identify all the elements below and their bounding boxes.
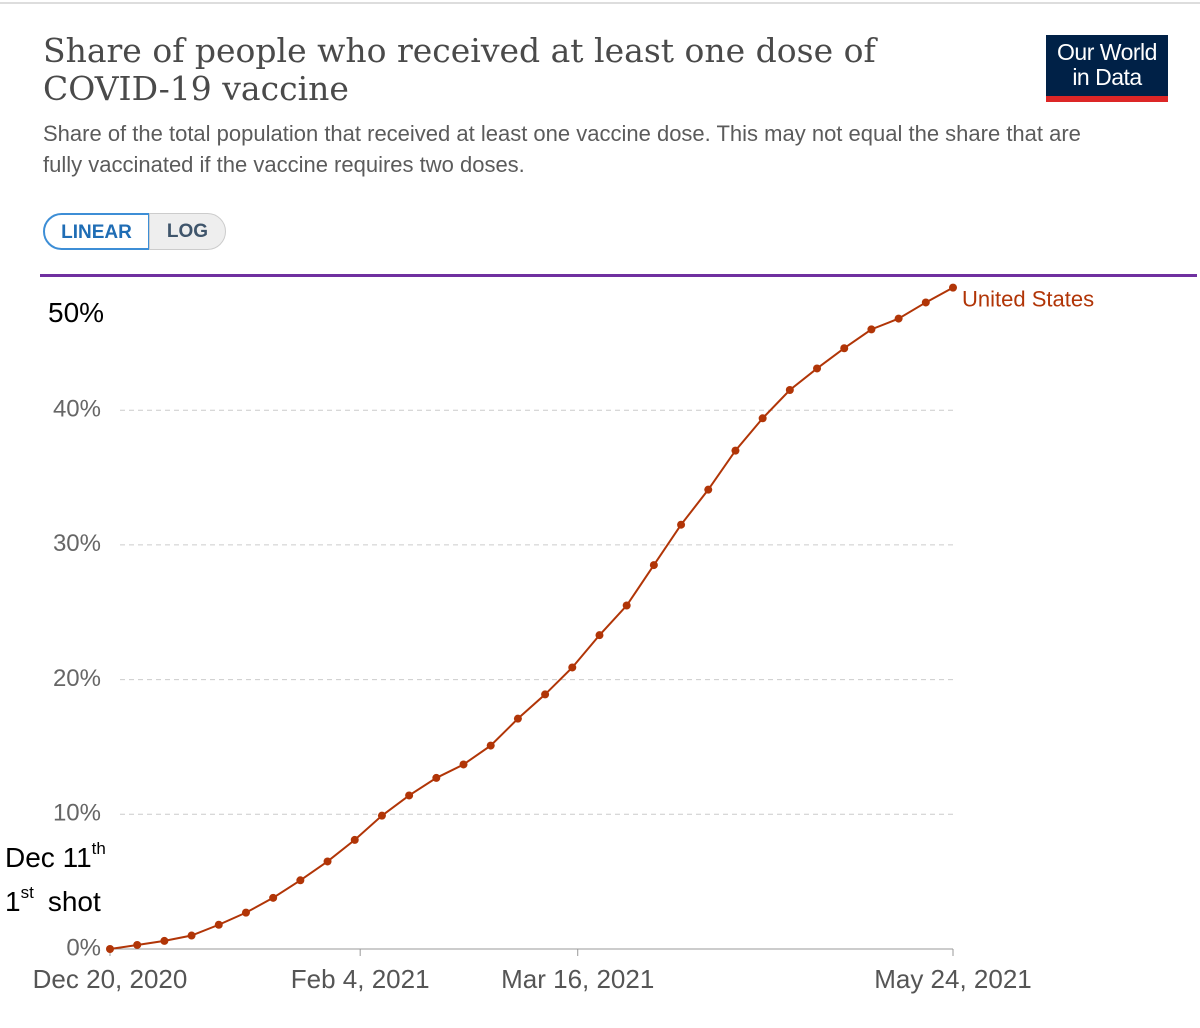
logo-text: Our World	[1057, 39, 1157, 65]
annotation: 1st shot	[5, 883, 101, 917]
point	[405, 791, 414, 800]
point	[840, 344, 849, 353]
reference-label: 50%	[48, 297, 104, 328]
logo-text: in Data	[1072, 64, 1142, 90]
point	[704, 485, 713, 494]
point	[432, 773, 441, 782]
point	[377, 811, 386, 820]
y-tick-label: 40%	[53, 396, 101, 423]
chart-title: Share of people who received at least on…	[43, 31, 876, 108]
point	[949, 283, 957, 292]
point	[677, 520, 686, 529]
x-tick-label: Feb 4, 2021	[291, 964, 430, 994]
x-tick-label: Dec 20, 2020	[33, 964, 188, 994]
annotation-text: Dec 11	[5, 842, 92, 873]
annotation-sup: st	[21, 883, 35, 902]
point	[459, 760, 468, 769]
annotation-text: shot	[48, 886, 101, 917]
point	[649, 561, 658, 570]
series-label: United States	[962, 286, 1094, 311]
point	[921, 298, 930, 307]
point	[296, 876, 305, 885]
series-line	[109, 286, 954, 950]
point	[486, 741, 495, 750]
point	[350, 835, 359, 844]
point	[241, 908, 250, 917]
point	[269, 893, 278, 902]
point	[214, 920, 223, 929]
y-tick-label: 0%	[66, 934, 101, 961]
point	[867, 325, 876, 334]
logo[interactable]: Our World in Data	[1046, 35, 1168, 102]
point	[622, 601, 631, 610]
y-tick-label: 10%	[53, 800, 101, 827]
y-tick-label: 30%	[53, 530, 101, 557]
annotation: Dec 11th	[5, 839, 106, 873]
point	[731, 446, 740, 455]
point	[758, 414, 767, 423]
point	[323, 857, 332, 866]
point	[595, 631, 604, 640]
point	[894, 314, 903, 323]
x-tick-label: May 24, 2021	[874, 964, 1032, 994]
point	[106, 945, 114, 953]
log-button[interactable]: LOG	[149, 213, 226, 250]
point	[513, 714, 522, 723]
point	[541, 690, 550, 699]
y-tick-label: 20%	[53, 665, 101, 692]
point	[568, 663, 577, 672]
chart-subtitle: Share of the total population that recei…	[43, 121, 1081, 177]
point	[785, 385, 794, 394]
point	[133, 940, 142, 949]
annotation-sup: th	[92, 839, 106, 858]
linear-button[interactable]: LINEAR	[43, 213, 150, 250]
point	[187, 931, 196, 940]
annotation-text: 1	[5, 886, 21, 917]
point	[160, 936, 169, 945]
point	[813, 364, 822, 373]
x-tick-label: Mar 16, 2021	[501, 964, 654, 994]
